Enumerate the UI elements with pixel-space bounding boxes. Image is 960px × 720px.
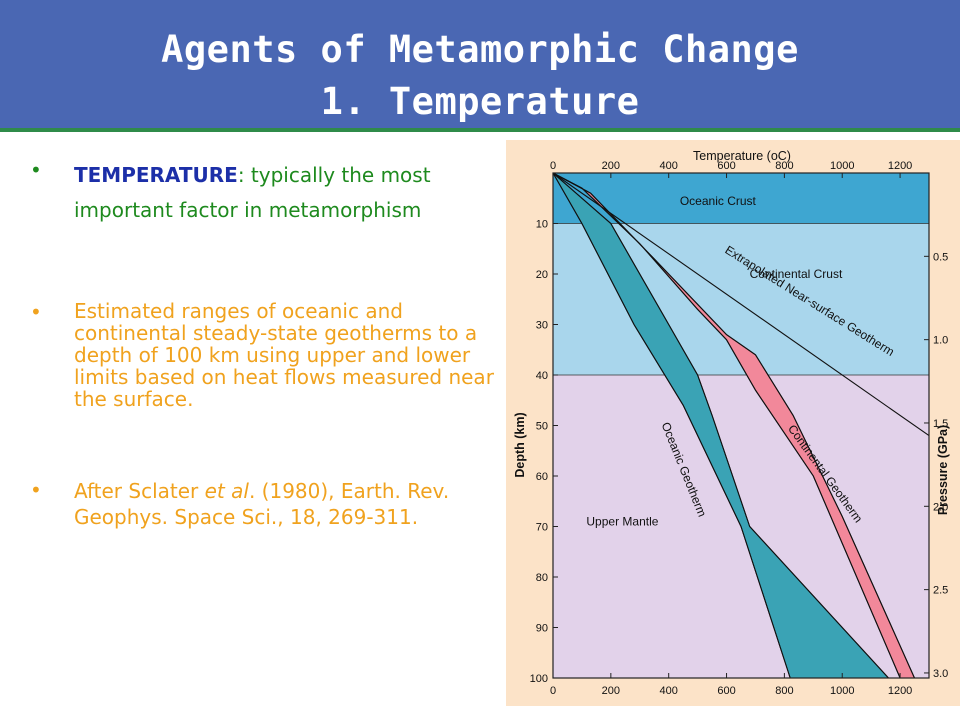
y2-tick-label: 3.0 (933, 668, 948, 680)
y2-tick-label: 2.0 (933, 501, 948, 513)
geotherm-bound-upper (552, 172, 791, 679)
y2-axis-title: Pressure (GPa) (936, 425, 950, 515)
y2-tick-label: 2.5 (933, 585, 948, 597)
y-tick-label: 10 (536, 219, 548, 231)
y-tick-label: 70 (536, 522, 548, 534)
x-tick-label-bottom: 1000 (830, 685, 854, 697)
geotherm-bound-lower (552, 172, 889, 679)
y2-tick-label: 1.5 (933, 418, 948, 430)
x-axis-title: Temperature (oC) (693, 149, 791, 163)
x-tick-label-top: 800 (775, 160, 793, 172)
y-tick-label: 50 (536, 421, 548, 433)
x-tick-label-top: 1000 (830, 160, 854, 172)
x-tick-label-top: 0 (550, 160, 556, 172)
x-tick-label-top: 600 (717, 160, 735, 172)
bullet-temperature-rest: : typically the most important factor in… (74, 163, 431, 222)
y-tick-label: 90 (536, 623, 548, 635)
x-tick-label-bottom: 800 (775, 685, 793, 697)
y-tick-label: 80 (536, 572, 548, 584)
x-tick-label-bottom: 400 (660, 685, 678, 697)
x-tick-label-top: 200 (602, 160, 620, 172)
bullet-text: Estimated ranges of oceanic and continen… (74, 299, 494, 411)
x-tick-label-top: 400 (660, 160, 678, 172)
slide-title: Agents of Metamorphic Change (161, 28, 799, 71)
reference-line-near-surface-geotherm (552, 172, 930, 437)
geotherm-diagram: 0 0 200 200 400 400 600 600 800 800 1000 1000 1200 12… (506, 140, 960, 706)
citation-post: . (1980), Earth. Rev. Geophys. Space Sci… (74, 479, 450, 529)
y-axis-title: Depth (km) (513, 412, 527, 477)
layer-label: Continental Crust (750, 267, 843, 281)
geotherm-bound-lower (552, 172, 916, 679)
slide-subtitle: 1. Temperature (320, 80, 640, 123)
x-tick-label-top: 1200 (888, 160, 912, 172)
bullet-marker: • (30, 300, 42, 324)
x-tick-label-bottom: 0 (550, 685, 556, 697)
bullet-marker: • (30, 158, 42, 182)
y-tick-label: 30 (536, 320, 548, 332)
y-tick-label: 20 (536, 269, 548, 281)
citation-italic: et al (204, 479, 249, 503)
keyword-temperature: TEMPERATURE (74, 163, 238, 187)
x-tick-label-bottom: 600 (717, 685, 735, 697)
y2-tick-label: 1.0 (933, 335, 948, 347)
bullet-marker: • (30, 478, 42, 502)
bullet-text: After Sclater et al. (1980), Earth. Rev.… (74, 478, 494, 530)
title-underline (0, 128, 960, 132)
geotherm-bound-upper (552, 172, 901, 679)
citation-pre: After Sclater (74, 479, 205, 503)
layer-label: Upper Mantle (586, 514, 658, 528)
title-banner: Agents of Metamorphic Change 1. Temperat… (0, 0, 960, 132)
layer-label: Oceanic Crust (680, 194, 757, 208)
bullet-text: TEMPERATURE: typically the most importan… (74, 158, 494, 228)
x-tick-label-bottom: 200 (602, 685, 620, 697)
y2-tick-label: 0.5 (933, 251, 948, 263)
x-tick-label-bottom: 1200 (888, 685, 912, 697)
y-tick-label: 40 (536, 370, 548, 382)
y-tick-label: 60 (536, 471, 548, 483)
y-tick-label: 100 (530, 673, 548, 685)
layer-oceanic-crust (553, 173, 929, 224)
